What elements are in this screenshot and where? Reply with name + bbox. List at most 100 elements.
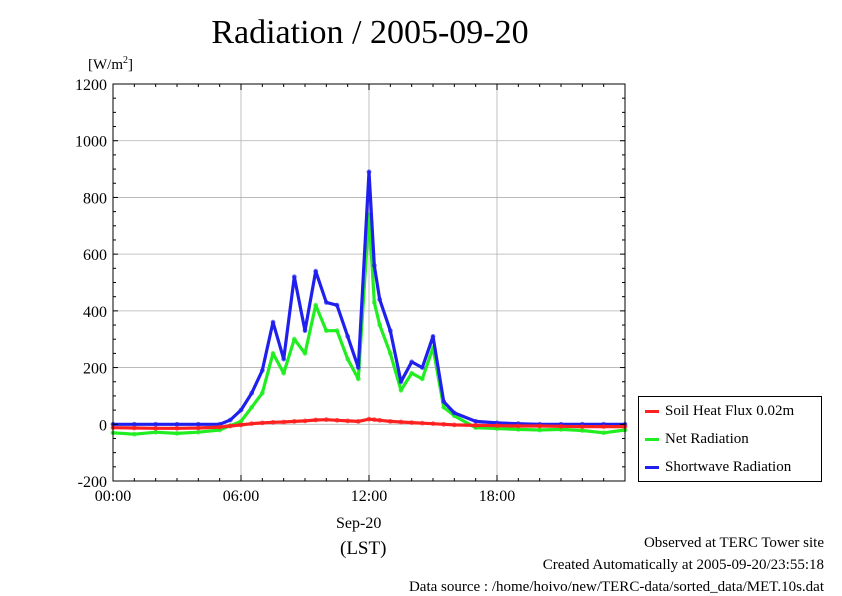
footer-observed: Observed at TERC Tower site bbox=[643, 535, 824, 551]
data-point bbox=[441, 421, 447, 427]
data-point bbox=[131, 425, 137, 431]
data-point bbox=[601, 430, 607, 436]
data-point bbox=[323, 299, 329, 305]
data-point bbox=[419, 420, 425, 426]
data-point bbox=[377, 417, 383, 423]
data-point bbox=[377, 322, 383, 328]
data-point bbox=[371, 299, 377, 305]
legend-item-shortwave-radiation: Shortwave Radiation bbox=[645, 457, 791, 477]
data-point bbox=[334, 328, 340, 334]
data-point bbox=[270, 319, 276, 325]
data-point bbox=[334, 417, 340, 423]
data-point bbox=[409, 420, 415, 426]
data-point bbox=[387, 328, 393, 334]
data-point bbox=[302, 418, 308, 424]
data-point bbox=[291, 418, 297, 424]
data-point bbox=[515, 423, 521, 429]
data-point bbox=[259, 390, 265, 396]
legend-label: Net Radiation bbox=[665, 430, 749, 447]
data-point bbox=[409, 359, 415, 365]
data-point bbox=[249, 390, 255, 396]
legend-item-soil-heat-flux: Soil Heat Flux 0.02m bbox=[645, 401, 794, 421]
data-point bbox=[249, 404, 255, 410]
data-point bbox=[302, 350, 308, 356]
data-point bbox=[345, 356, 351, 362]
data-point bbox=[387, 418, 393, 424]
data-point bbox=[302, 328, 308, 334]
data-point bbox=[313, 302, 319, 308]
legend-item-net-radiation: Net Radiation bbox=[645, 429, 749, 449]
y-tick-label: 200 bbox=[83, 361, 107, 378]
x-tick-label: 06:00 bbox=[223, 488, 259, 505]
data-point bbox=[419, 365, 425, 371]
data-point bbox=[398, 387, 404, 393]
data-point bbox=[537, 423, 543, 429]
data-point bbox=[451, 410, 457, 416]
legend-swatch bbox=[645, 465, 659, 469]
data-point bbox=[238, 407, 244, 413]
series-line bbox=[111, 417, 627, 430]
data-point bbox=[291, 336, 297, 342]
data-point bbox=[558, 423, 564, 429]
y-unit-sup: 2 bbox=[123, 55, 128, 66]
y-axis-ticks: -200 0 200 400 600 800 1000 1200 bbox=[75, 77, 625, 491]
x-axis-ticks: 00:00 06:00 12:00 18:00 bbox=[95, 84, 605, 505]
data-point bbox=[131, 431, 137, 437]
y-tick-label: 400 bbox=[83, 304, 107, 321]
data-point bbox=[217, 424, 223, 430]
data-point bbox=[227, 423, 233, 429]
y-tick-label: 1200 bbox=[75, 77, 107, 94]
legend-swatch bbox=[645, 437, 659, 441]
data-point bbox=[345, 418, 351, 424]
data-point bbox=[238, 422, 244, 428]
data-point bbox=[430, 333, 436, 339]
y-tick-label: 1000 bbox=[75, 134, 107, 151]
data-point bbox=[430, 421, 436, 427]
data-point bbox=[355, 365, 361, 371]
data-point bbox=[270, 350, 276, 356]
legend-swatch bbox=[645, 409, 659, 413]
data-point bbox=[313, 268, 319, 274]
legend: Soil Heat Flux 0.02m Net Radiation Short… bbox=[638, 396, 822, 482]
series-line bbox=[111, 170, 627, 426]
data-point bbox=[313, 417, 319, 423]
data-point bbox=[195, 425, 201, 431]
y-unit-base: [W/m bbox=[88, 57, 123, 73]
data-point bbox=[387, 350, 393, 356]
y-tick-label: 800 bbox=[83, 190, 107, 207]
data-point bbox=[473, 422, 479, 428]
data-point bbox=[451, 422, 457, 428]
legend-label: Soil Heat Flux 0.02m bbox=[665, 402, 795, 419]
data-point bbox=[494, 423, 500, 429]
data-point bbox=[174, 430, 180, 436]
data-point bbox=[355, 418, 361, 424]
footer-created: Created Automatically at 2005-09-20/23:5… bbox=[542, 557, 824, 573]
data-point bbox=[334, 302, 340, 308]
data-point bbox=[323, 417, 329, 423]
data-point bbox=[174, 425, 180, 431]
data-point bbox=[345, 333, 351, 339]
data-point bbox=[371, 263, 377, 268]
data-point bbox=[153, 425, 159, 431]
data-point bbox=[579, 424, 585, 430]
x-axis-label: (LST) bbox=[340, 538, 387, 559]
y-tick-label: 600 bbox=[83, 247, 107, 264]
y-tick-label: -200 bbox=[78, 474, 107, 491]
x-axis-date: Sep-20 bbox=[336, 515, 382, 532]
data-point bbox=[441, 404, 447, 410]
legend-label: Shortwave Radiation bbox=[665, 458, 792, 475]
x-tick-label: 18:00 bbox=[479, 488, 515, 505]
data-point bbox=[409, 370, 415, 376]
y-axis-unit: [W/m2] bbox=[88, 55, 133, 74]
data-point bbox=[398, 419, 404, 425]
data-point bbox=[323, 328, 329, 334]
chart-title: Radiation / 2005-09-20 bbox=[211, 14, 529, 51]
data-point bbox=[249, 421, 255, 427]
data-point bbox=[259, 420, 265, 426]
data-point bbox=[270, 419, 276, 425]
data-point bbox=[227, 417, 233, 423]
data-point bbox=[281, 356, 287, 362]
data-point bbox=[377, 297, 383, 302]
y-tick-label: 0 bbox=[99, 417, 107, 434]
